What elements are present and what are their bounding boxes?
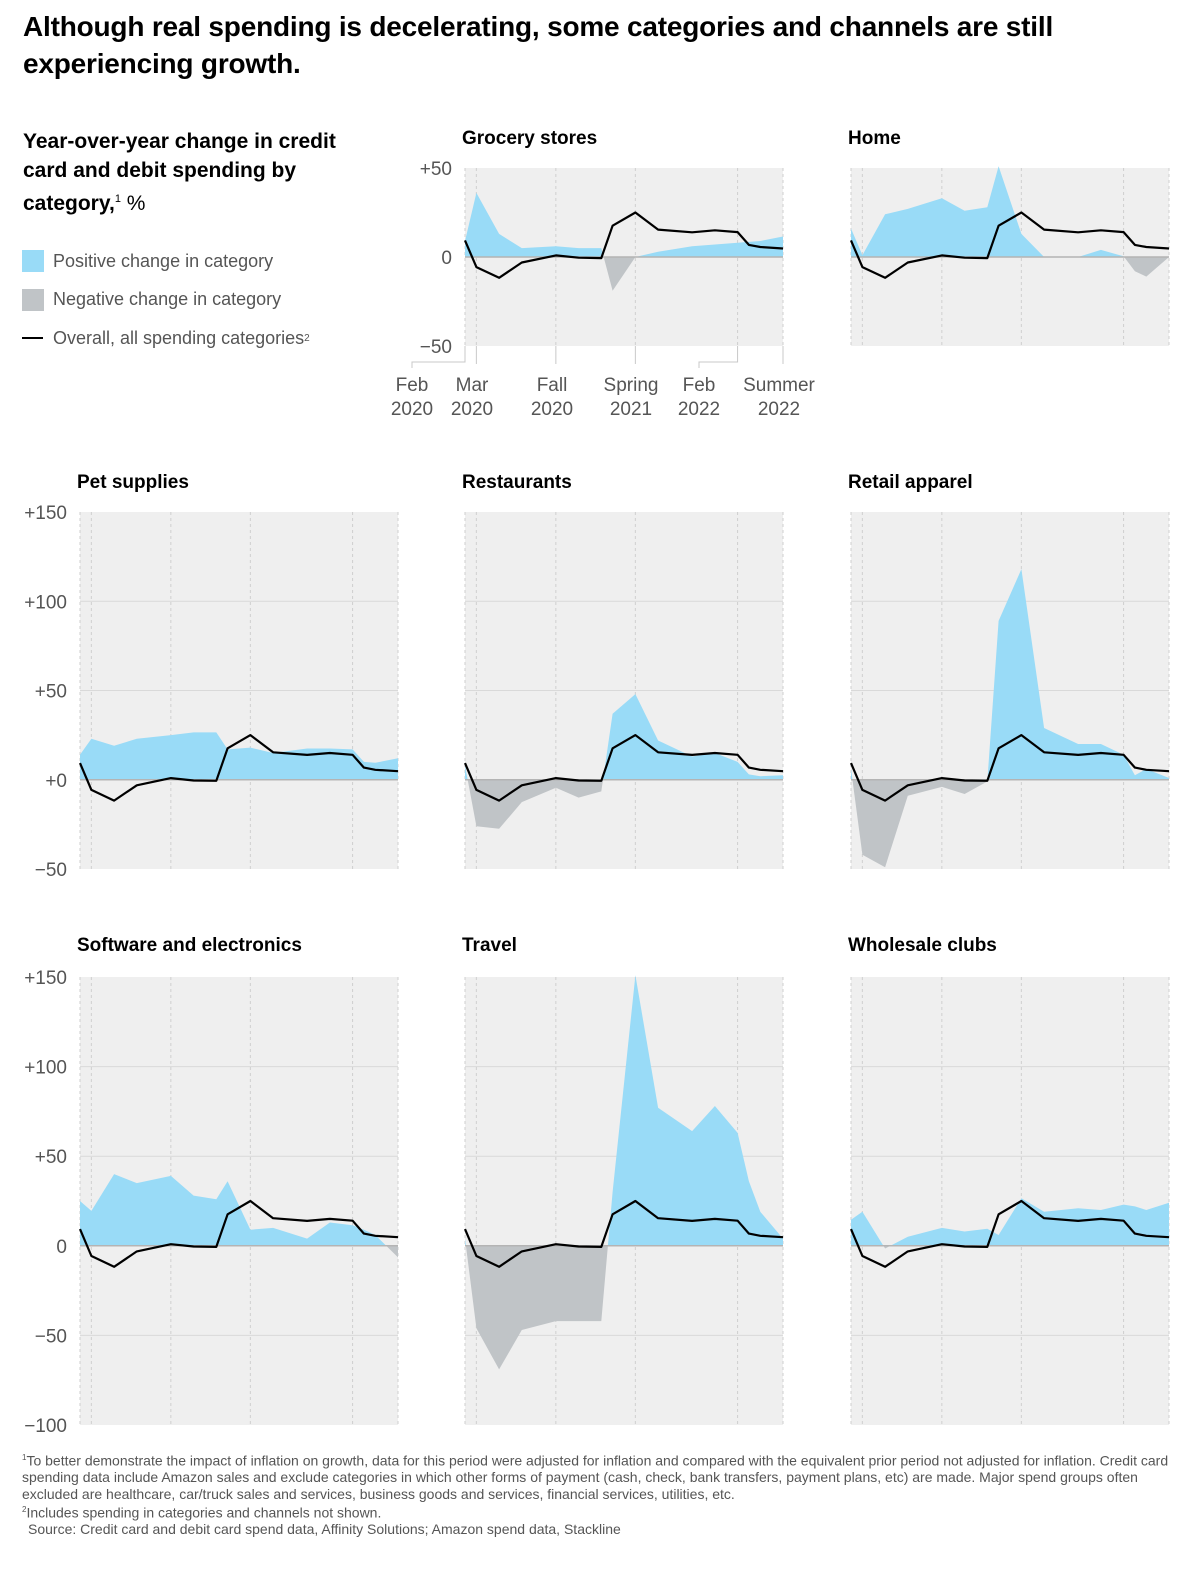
positive-area bbox=[851, 1198, 1169, 1246]
y-tick-label: +50 bbox=[35, 1147, 67, 1168]
overall-line bbox=[849, 211, 1170, 279]
footnote-2-mark: 2 bbox=[22, 1505, 27, 1515]
x-tick-label: Summer bbox=[743, 375, 815, 396]
x-tick-label: Feb bbox=[396, 375, 429, 396]
panel-title: Restaurants bbox=[462, 472, 572, 493]
overall-line bbox=[463, 1199, 784, 1268]
footnotes: 1To better demonstrate the impact of inf… bbox=[22, 1450, 1182, 1538]
x-tick-label: 2021 bbox=[610, 399, 652, 420]
legend: Positive change in category Negative cha… bbox=[22, 242, 310, 358]
chart-subtitle: Year-over-year change in credit card and… bbox=[23, 127, 343, 218]
x-tick-bracket bbox=[411, 346, 466, 368]
negative-area bbox=[465, 257, 783, 291]
overall-line-icon bbox=[22, 337, 43, 340]
legend-label-positive: Positive change in category bbox=[53, 250, 274, 271]
positive-area bbox=[851, 569, 1169, 780]
panel-travel: Travel bbox=[462, 935, 784, 1425]
subtitle-text: Year-over-year change in credit card and… bbox=[23, 130, 336, 215]
legend-label-overall: Overall, all spending categories bbox=[53, 327, 305, 348]
y-tick-label: −50 bbox=[420, 337, 452, 358]
panel-title: Home bbox=[848, 128, 901, 149]
panel-retail-apparel: Retail apparel bbox=[848, 472, 1170, 869]
footnote-2-text: Includes spending in categories and chan… bbox=[26, 1504, 382, 1521]
x-tick-label: Fall bbox=[537, 375, 568, 396]
x-tick-label: 2020 bbox=[531, 399, 573, 420]
positive-area bbox=[851, 166, 1169, 257]
legend-overall-footnote-mark: 2 bbox=[304, 332, 310, 344]
panel-title: Travel bbox=[462, 935, 517, 956]
footnote-1-text: To better demonstrate the impact of infl… bbox=[22, 1452, 1169, 1502]
overall-line bbox=[78, 1199, 399, 1268]
panel-restaurants: Restaurants bbox=[462, 472, 784, 869]
chart-title: Although real spending is decelerating, … bbox=[23, 11, 1054, 79]
y-tick-label: +50 bbox=[420, 159, 452, 180]
y-tick-label: +100 bbox=[24, 592, 67, 613]
subtitle-footnote-mark: 1 bbox=[114, 193, 121, 205]
negative-area bbox=[851, 257, 1169, 277]
positive-area bbox=[80, 732, 398, 780]
panel-home: Home bbox=[848, 128, 1170, 346]
y-tick-label: 0 bbox=[56, 1237, 67, 1258]
x-tick-bracket bbox=[698, 346, 739, 368]
y-tick-label: +50 bbox=[35, 682, 67, 703]
y-tick-label: +0 bbox=[45, 771, 67, 792]
overall-line bbox=[463, 734, 784, 802]
legend-item-overall: Overall, all spending categories 2 bbox=[22, 319, 310, 358]
panel-title: Retail apparel bbox=[848, 472, 973, 493]
footnote-1-mark: 1 bbox=[22, 1453, 27, 1462]
source-note: Source: Credit card and debit card spend… bbox=[28, 1521, 621, 1538]
legend-item-positive: Positive change in category bbox=[22, 242, 310, 281]
x-tick-label: Mar bbox=[456, 375, 489, 396]
footnote-1: 1To better demonstrate the impact of inf… bbox=[22, 1450, 1182, 1502]
footnote-2: 2Includes spending in categories and cha… bbox=[22, 1502, 1182, 1521]
overall-line bbox=[849, 734, 1170, 802]
x-tick-label: 2020 bbox=[391, 399, 433, 420]
x-tick-label: 2022 bbox=[678, 399, 720, 420]
panel-software-and-electronics: Software and electronics +150 +100 +50 0 −50 −… bbox=[24, 935, 399, 1437]
overall-line bbox=[849, 1199, 1170, 1268]
y-tick-label: −50 bbox=[35, 1326, 67, 1347]
panel-grocery-stores: Grocery stores +50 0 −50 Feb 2020 Mar 2020 Fall 2… bbox=[391, 128, 816, 420]
positive-area bbox=[465, 975, 783, 1246]
y-tick-label: 0 bbox=[441, 248, 452, 269]
overall-line bbox=[463, 211, 784, 279]
panel-pet-supplies: Pet supplies +150 +100 +50 +0 −50 bbox=[24, 472, 399, 881]
panel-title: Pet supplies bbox=[77, 472, 189, 493]
legend-label-negative: Negative change in category bbox=[53, 289, 282, 310]
negative-swatch-icon bbox=[22, 288, 44, 311]
negative-area bbox=[465, 779, 783, 829]
plot-background bbox=[851, 977, 1169, 1425]
y-tick-label: +150 bbox=[24, 503, 67, 524]
x-tick-label: 2022 bbox=[758, 399, 800, 420]
panel-wholesale-clubs: Wholesale clubs bbox=[848, 935, 1170, 1425]
panel-title: Wholesale clubs bbox=[848, 935, 997, 956]
positive-area bbox=[465, 192, 783, 257]
x-tick-label: Spring bbox=[604, 375, 659, 396]
x-tick-label: Feb bbox=[683, 375, 716, 396]
negative-area bbox=[851, 779, 1169, 868]
y-tick-label: +100 bbox=[24, 1058, 67, 1079]
panel-title: Grocery stores bbox=[462, 128, 597, 149]
y-tick-label: +150 bbox=[24, 968, 67, 989]
positive-swatch-icon bbox=[22, 250, 44, 273]
negative-area bbox=[465, 1245, 608, 1370]
panel-title: Software and electronics bbox=[77, 935, 302, 956]
positive-area bbox=[465, 694, 783, 780]
legend-item-negative: Negative change in category bbox=[22, 281, 310, 320]
overall-line bbox=[78, 734, 399, 802]
x-tick-label: 2020 bbox=[451, 399, 493, 420]
y-tick-label: −50 bbox=[35, 860, 67, 881]
y-tick-label: −100 bbox=[24, 1416, 67, 1437]
subtitle-unit: % bbox=[126, 192, 146, 215]
negative-area bbox=[386, 1245, 398, 1258]
